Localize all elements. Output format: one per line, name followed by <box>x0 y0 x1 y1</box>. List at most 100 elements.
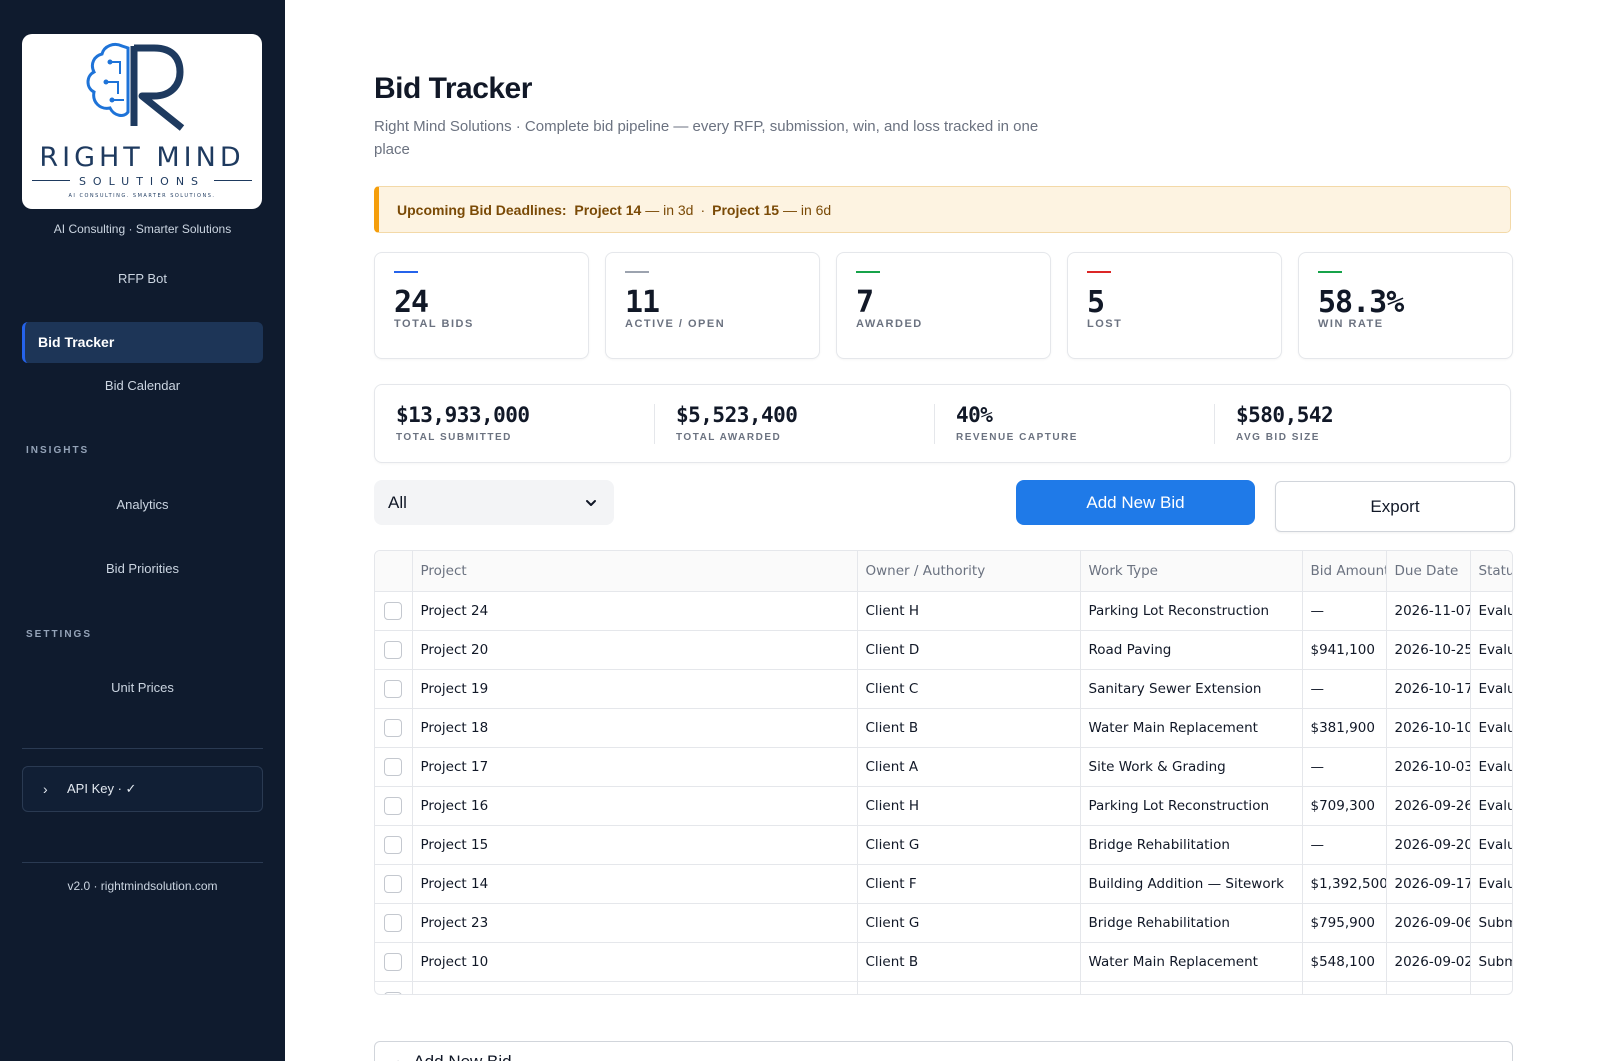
table-cell[interactable]: $1,01 <box>1302 981 1387 994</box>
table-row[interactable]: Project 15 Client G Bridge Rehabilitation —… <box>375 825 1512 865</box>
row-checkbox[interactable] <box>384 796 403 815</box>
table-cell[interactable]: Project 24 <box>412 591 858 631</box>
table-cell[interactable]: $548,100 <box>1302 942 1387 982</box>
sidebar-item-rfp-bot[interactable]: RFP Bot <box>118 271 167 286</box>
table-row[interactable]: Project 10 Client B Water Main Replacement… <box>375 942 1512 982</box>
row-checkbox[interactable] <box>384 913 403 932</box>
table-cell[interactable]: 2026-10-03 <box>1386 747 1471 787</box>
table-row[interactable]: Project 23 Client G Bridge Rehabilitation $… <box>375 903 1512 943</box>
sidebar-item-unit-prices[interactable]: Unit Prices <box>111 680 174 695</box>
table-cell[interactable]: Evaluating <box>1470 747 1512 787</box>
table-cell[interactable]: Bridge Rehabilitation <box>1080 903 1303 943</box>
table-cell[interactable]: Client B <box>857 708 1081 748</box>
table-cell[interactable]: — <box>1302 591 1387 631</box>
table-cell[interactable]: Project 16 <box>412 786 858 826</box>
table-cell[interactable]: Project 23 <box>412 903 858 943</box>
table-cell[interactable]: Client D <box>857 630 1081 670</box>
table-cell[interactable]: $709,300 <box>1302 786 1387 826</box>
table-cell[interactable]: Site Work & Grading <box>1080 747 1303 787</box>
table-cell[interactable]: Sanitary Sewer Extension <box>1080 669 1303 709</box>
column-header[interactable]: Bid Amount <box>1302 551 1387 592</box>
sidebar-item-bid-priorities[interactable]: Bid Priorities <box>106 561 179 576</box>
table-cell[interactable]: Parking Lot Reconstruction <box>1080 591 1303 631</box>
status-filter-select[interactable]: All <box>374 480 614 525</box>
table-row[interactable]: Project 19 Client C Sanitary Sewer Extensi… <box>375 669 1512 709</box>
column-header[interactable]: Work Type <box>1080 551 1303 592</box>
sidebar-item-bid-calendar[interactable]: Bid Calendar <box>104 378 181 393</box>
table-cell[interactable]: Project 17 <box>412 747 858 787</box>
bids-table[interactable]: Project Owner / Authority Work Type Bid … <box>374 550 1513 995</box>
table-cell[interactable]: $1,392,500 <box>1302 864 1387 904</box>
table-cell[interactable]: Client F <box>857 864 1081 904</box>
table-cell[interactable]: Project 19 <box>412 669 858 709</box>
column-header[interactable]: Due Date <box>1386 551 1471 592</box>
table-cell[interactable]: Evaluating <box>1470 786 1512 826</box>
table-cell[interactable]: 2026-10-10 <box>1386 708 1471 748</box>
table-row[interactable]: Project 17 Client A Site Work & Grading —20… <box>375 747 1512 787</box>
table-cell[interactable]: — <box>1302 669 1387 709</box>
table-cell[interactable]: Subm <box>1470 981 1512 994</box>
table-row[interactable]: Project 18 Client B Water Main Replacement… <box>375 708 1512 748</box>
table-row[interactable]: Project 20 Client D Road Paving $941,100 202… <box>375 630 1512 670</box>
row-checkbox[interactable] <box>384 991 403 994</box>
table-cell[interactable]: Client C <box>857 669 1081 709</box>
table-cell[interactable]: Project 20 <box>412 630 858 670</box>
table-cell[interactable]: Project 15 <box>412 825 858 865</box>
table-cell[interactable]: Submitted <box>1470 903 1512 943</box>
table-cell[interactable]: Client G <box>857 825 1081 865</box>
table-cell[interactable]: Evaluating <box>1470 864 1512 904</box>
table-cell[interactable]: Client C <box>857 981 1081 994</box>
table-cell[interactable]: 2026-09-06 <box>1386 903 1471 943</box>
table-cell[interactable]: 2026-10-25 <box>1386 630 1471 670</box>
table-row[interactable]: Project 14 Client F Building Addition — Si… <box>375 864 1512 904</box>
row-checkbox[interactable] <box>384 601 403 620</box>
table-cell[interactable]: Evaluating <box>1470 591 1512 631</box>
table-cell[interactable]: 2026-11-07 <box>1386 591 1471 631</box>
api-key-expander[interactable]: › API Key · ✓ <box>22 766 263 812</box>
table-row[interactable]: Project 13Client CRoad Paving$1,012026-0… <box>375 981 1512 994</box>
table-cell[interactable]: Evaluating <box>1470 630 1512 670</box>
table-cell[interactable]: Water Main Replacement <box>1080 708 1303 748</box>
table-cell[interactable]: — <box>1302 825 1387 865</box>
column-header[interactable]: Owner / Authority <box>857 551 1081 592</box>
table-cell[interactable]: Parking Lot Reconstruction <box>1080 786 1303 826</box>
add-new-bid-expander[interactable]: › Add New Bid <box>374 1041 1513 1061</box>
table-cell[interactable]: 2026-09-26 <box>1386 786 1471 826</box>
table-cell[interactable]: Project 10 <box>412 942 858 982</box>
row-checkbox[interactable] <box>384 718 403 737</box>
table-row[interactable]: Project 16 Client H Parking Lot Reconstruc… <box>375 786 1512 826</box>
table-cell[interactable]: 2026-09-20 <box>1386 825 1471 865</box>
sidebar-item-bid-tracker[interactable]: Bid Tracker <box>22 322 263 363</box>
table-cell[interactable]: Evaluating <box>1470 669 1512 709</box>
table-cell[interactable]: $795,900 <box>1302 903 1387 943</box>
table-cell[interactable]: — <box>1302 747 1387 787</box>
table-cell[interactable]: Client G <box>857 903 1081 943</box>
table-cell[interactable]: Client H <box>857 591 1081 631</box>
sidebar-item-analytics[interactable]: Analytics <box>116 497 169 512</box>
table-row[interactable]: Project 24 Client H Parking Lot Reconstruc… <box>375 591 1512 631</box>
row-checkbox[interactable] <box>384 835 403 854</box>
table-cell[interactable]: Client H <box>857 786 1081 826</box>
table-cell[interactable]: Building Addition — Sitework <box>1080 864 1303 904</box>
add-new-bid-button[interactable]: Add New Bid <box>1016 480 1255 525</box>
table-cell[interactable]: Project 18 <box>412 708 858 748</box>
table-cell[interactable]: Evaluating <box>1470 825 1512 865</box>
row-checkbox[interactable] <box>384 874 403 893</box>
table-cell[interactable]: 2026-10-17 <box>1386 669 1471 709</box>
row-checkbox[interactable] <box>384 757 403 776</box>
table-cell[interactable]: 2026-09-02 <box>1386 942 1471 982</box>
table-cell[interactable]: Road Paving <box>1080 630 1303 670</box>
column-header[interactable]: Project <box>412 551 858 592</box>
table-cell[interactable]: 2026-08- <box>1386 981 1471 994</box>
table-cell[interactable]: Project 13 <box>412 981 858 994</box>
table-cell[interactable]: Client A <box>857 747 1081 787</box>
table-cell[interactable]: Water Main Replacement <box>1080 942 1303 982</box>
export-button[interactable]: Export <box>1275 481 1515 532</box>
row-checkbox[interactable] <box>384 679 403 698</box>
table-cell[interactable]: Client B <box>857 942 1081 982</box>
table-cell[interactable]: Evaluating <box>1470 708 1512 748</box>
row-checkbox[interactable] <box>384 640 403 659</box>
table-cell[interactable]: $381,900 <box>1302 708 1387 748</box>
table-cell[interactable]: $941,100 <box>1302 630 1387 670</box>
table-cell[interactable]: Submitted <box>1470 942 1512 982</box>
